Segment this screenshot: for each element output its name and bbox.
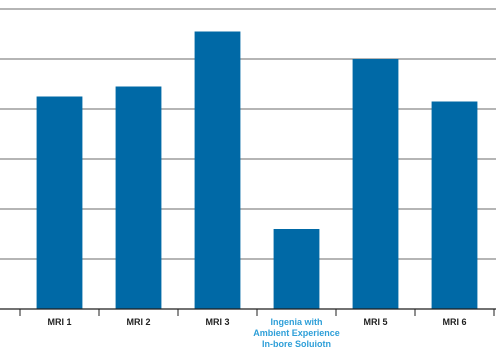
- x-axis: [0, 308, 496, 316]
- bar: [431, 101, 478, 309]
- x-tick-label-line: MRI 5: [363, 317, 387, 327]
- x-tick-label: Ingenia with Ambient Experience In-bore So…: [253, 317, 340, 349]
- x-tick-label: MRI 3: [205, 317, 229, 327]
- x-tick-label: MRI 6: [442, 317, 466, 327]
- bar: [352, 59, 399, 309]
- bar: [194, 31, 241, 309]
- x-tick-label-line: MRI 2: [126, 317, 150, 327]
- bar: [115, 86, 162, 309]
- x-tick-label-line: Ingenia with: [270, 317, 322, 327]
- bar: [273, 229, 320, 309]
- x-tick-label-line: MRI 1: [47, 317, 71, 327]
- x-tick-label: MRI 1: [47, 317, 71, 327]
- x-tick-labels: MRI 1 MRI 2 MRI 3 Ingenia with Ambient Exper…: [47, 317, 466, 349]
- x-tick-label-line: MRI 3: [205, 317, 229, 327]
- x-tick-label: MRI 2: [126, 317, 150, 327]
- gridlines: [0, 8, 496, 260]
- x-tick-label: MRI 5: [363, 317, 387, 327]
- bar: [36, 96, 83, 309]
- x-tick-label-line: In-bore Soluiotn: [262, 339, 331, 349]
- x-tick-label-line: MRI 6: [442, 317, 466, 327]
- bars: [36, 31, 478, 309]
- x-tick-label-line: Ambient Experience: [253, 328, 340, 338]
